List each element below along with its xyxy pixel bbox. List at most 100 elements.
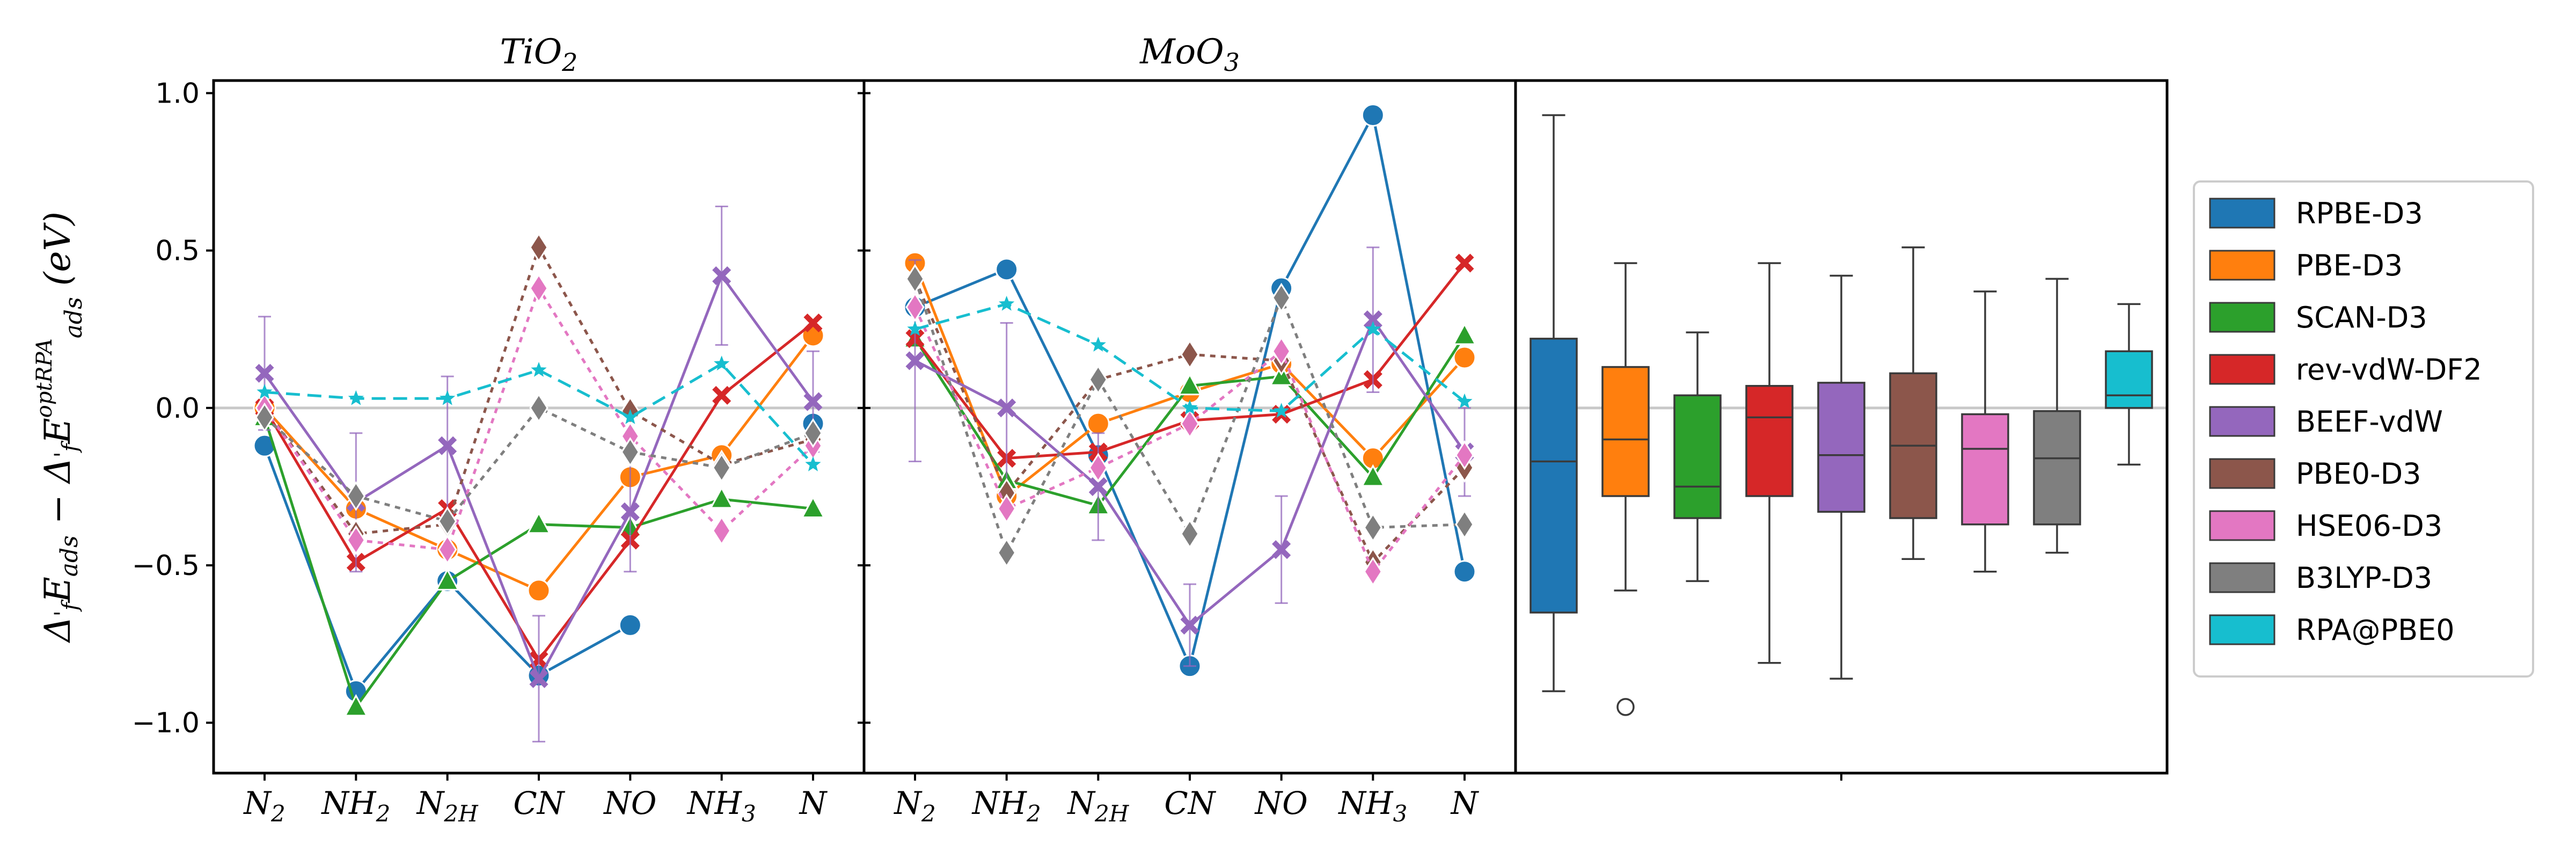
legend-entry-rev-vdw-df2: rev-vdW-DF2 bbox=[2209, 353, 2482, 387]
point-beef-vdw bbox=[620, 502, 640, 521]
x-tick-label-subscript: 3 bbox=[1393, 800, 1408, 827]
point-rpa-pbe0 bbox=[907, 321, 923, 336]
panel-boxplot bbox=[1514, 79, 2169, 781]
x-tick-label-subscript: 3 bbox=[742, 800, 756, 827]
point-hse06-d3 bbox=[1180, 409, 1199, 439]
legend-entry-beef-vdw: BEEF-vdW bbox=[2209, 405, 2443, 439]
point-rpa-pbe0 bbox=[805, 456, 821, 471]
box-scan-d3 bbox=[1673, 331, 1722, 583]
point-scan-d3 bbox=[801, 496, 825, 518]
x-tick-label: NH3 bbox=[1337, 785, 1407, 827]
box-body bbox=[1745, 385, 1794, 497]
legend-label: RPA@PBE0 bbox=[2296, 613, 2455, 647]
point-b3lyp-d3 bbox=[346, 481, 366, 511]
legend-swatch bbox=[2209, 562, 2275, 593]
box-body bbox=[1673, 394, 1722, 519]
legend-entry-hse06-d3: HSE06-D3 bbox=[2209, 509, 2442, 543]
legend-entry-pbe-d3: PBE-D3 bbox=[2209, 249, 2403, 282]
legend-label: SCAN-D3 bbox=[2296, 301, 2427, 334]
point-pbe-d3 bbox=[1453, 346, 1476, 369]
point-beef-vdw bbox=[1272, 540, 1291, 559]
legend: RPBE-D3 PBE-D3 SCAN-D3 rev-vdW-DF2 BEEF-vdW P… bbox=[2193, 180, 2534, 678]
y-axis-label-part: − Δ bbox=[37, 457, 78, 535]
y-axis-label-part: optRPA bbox=[32, 338, 57, 418]
legend-swatch bbox=[2209, 198, 2275, 229]
x-tick-label-subscript: 2 bbox=[921, 800, 936, 827]
box-outlier bbox=[1616, 698, 1635, 716]
x-tick-label: NH2 bbox=[971, 785, 1041, 827]
x-tick-label-subscript: 2H bbox=[443, 800, 479, 827]
point-b3lyp-d3 bbox=[1455, 509, 1474, 540]
point-b3lyp-d3 bbox=[255, 402, 274, 433]
point-rpbe-d3 bbox=[1453, 560, 1476, 584]
point-b3lyp-d3 bbox=[1088, 365, 1108, 395]
point-hse06-d3 bbox=[1271, 336, 1291, 367]
box-rpbe-d3 bbox=[1529, 114, 1578, 693]
x-tick-label-subscript: 2 bbox=[270, 800, 286, 827]
point-beef-vdw bbox=[255, 363, 274, 383]
point-scan-d3 bbox=[709, 486, 734, 509]
legend-swatch bbox=[2209, 458, 2275, 489]
x-tick-label-subscript: 2 bbox=[1026, 800, 1041, 827]
x-tick-label: N bbox=[799, 785, 828, 821]
point-rpa-pbe0 bbox=[348, 390, 364, 405]
x-tick-label-subscript: 2H bbox=[1094, 800, 1130, 827]
x-tick-label: NO bbox=[603, 785, 656, 821]
legend-entry-rpbe-d3: RPBE-D3 bbox=[2209, 196, 2423, 230]
legend-label: rev-vdW-DF2 bbox=[2296, 353, 2482, 387]
y-tick-label: 0.0 bbox=[155, 392, 200, 425]
point-rev-vdw-df2 bbox=[1455, 253, 1474, 273]
y-tick-label: 0.5 bbox=[155, 235, 200, 267]
legend-swatch bbox=[2209, 406, 2275, 437]
y-axis-label: Δ'fEads − Δ'fEoptRPAads (eV) bbox=[32, 212, 87, 644]
x-tick-label-subscript: 2 bbox=[376, 800, 391, 827]
legend-entry-scan-d3: SCAN-D3 bbox=[2209, 301, 2427, 334]
y-axis-label-part: Δ bbox=[37, 616, 78, 644]
point-hse06-d3 bbox=[437, 534, 457, 565]
point-pbe0-d3 bbox=[529, 232, 548, 263]
point-beef-vdw bbox=[712, 266, 731, 286]
x-tick-label: CN bbox=[513, 785, 565, 821]
point-rpa-pbe0 bbox=[1365, 321, 1381, 336]
point-rev-vdw-df2 bbox=[803, 313, 823, 333]
y-axis-label-part: ads bbox=[60, 297, 87, 338]
panel-tio2: 1.0 0.5 0.0 −0.5 −1.0 N2 NH2 N2H CN NO NH3 N TiO2 bbox=[132, 32, 866, 827]
series-b3lyp-d3 bbox=[905, 264, 1474, 568]
point-b3lyp-d3 bbox=[529, 393, 548, 423]
box-body bbox=[1601, 366, 1650, 497]
box-beef-vdw bbox=[1817, 274, 1865, 680]
point-hse06-d3 bbox=[529, 273, 548, 303]
point-beef-vdw bbox=[529, 669, 548, 688]
point-beef-vdw bbox=[803, 392, 823, 411]
x-tick-label: N2H bbox=[1066, 785, 1129, 827]
x-tick-label: NH2 bbox=[320, 785, 390, 827]
point-rpa-pbe0 bbox=[1457, 393, 1473, 409]
series-b3lyp-d3 bbox=[255, 393, 823, 536]
box-hse06-d3 bbox=[1961, 290, 2009, 573]
point-pbe-d3 bbox=[527, 579, 551, 602]
legend-label: HSE06-D3 bbox=[2296, 509, 2442, 543]
y-axis-label-part: E bbox=[37, 418, 78, 444]
point-rpa-pbe0 bbox=[1090, 337, 1106, 352]
y-tick-label: 1.0 bbox=[155, 77, 200, 110]
x-tick-label: NO bbox=[1254, 785, 1308, 821]
x-tick-label: N bbox=[1450, 785, 1480, 821]
point-hse06-d3 bbox=[905, 292, 925, 322]
legend-label: BEEF-vdW bbox=[2296, 405, 2443, 439]
point-hse06-d3 bbox=[346, 525, 366, 555]
legend-label: RPBE-D3 bbox=[2296, 196, 2423, 230]
point-scan-d3 bbox=[526, 511, 551, 534]
series-rpa-pbe0 bbox=[257, 355, 821, 471]
legend-entry-rpa-pbe0: RPA@PBE0 bbox=[2209, 613, 2455, 647]
point-beef-vdw bbox=[438, 436, 457, 455]
point-rpa-pbe0 bbox=[1182, 399, 1198, 415]
point-beef-vdw bbox=[1088, 477, 1108, 496]
box-rev-vdw-df2 bbox=[1745, 262, 1794, 664]
point-pbe0-d3 bbox=[1180, 339, 1199, 369]
legend-entry-b3lyp-d3: B3LYP-D3 bbox=[2209, 561, 2432, 595]
point-rpa-pbe0 bbox=[622, 409, 638, 424]
panel-moo3: N2 NH2 N2H CN NO NH3 N MoO3 bbox=[858, 32, 1517, 827]
point-rpbe-d3 bbox=[253, 434, 276, 457]
panel-title: TiO2 bbox=[500, 32, 578, 77]
